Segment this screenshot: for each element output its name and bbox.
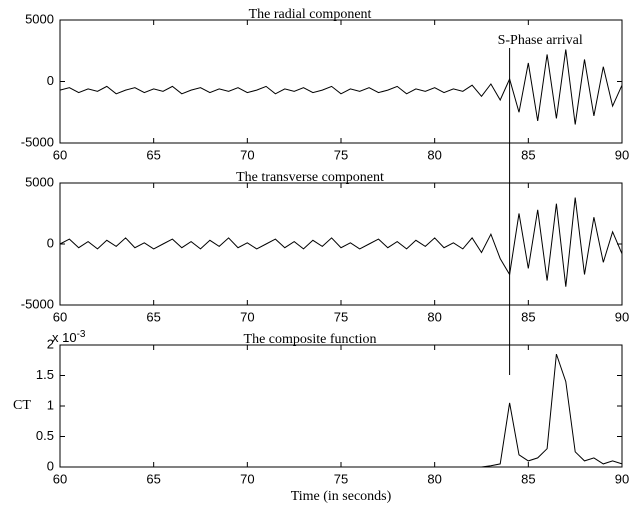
subplot-title: The radial component <box>249 7 372 22</box>
subplot-title: The composite function <box>244 332 377 347</box>
x-tick-label: 85 <box>521 471 535 486</box>
x-tick-label: 90 <box>615 471 629 486</box>
x-tick-label: 70 <box>240 471 254 486</box>
y-tick-label: 1.5 <box>36 367 54 382</box>
x-tick-label: 65 <box>146 309 160 324</box>
x-tick-label: 85 <box>521 147 535 162</box>
x-tick-label: 80 <box>427 309 441 324</box>
multiplier-base: x 10 <box>52 330 77 345</box>
y-tick-label: 0 <box>47 235 54 250</box>
signal-line <box>59 197 623 287</box>
y-axis-label: CT <box>13 398 31 413</box>
axes-frame <box>59 344 623 468</box>
axes-frame <box>59 182 623 306</box>
x-tick-label: 60 <box>53 471 67 486</box>
x-tick-label: 85 <box>521 309 535 324</box>
y-tick-label: 0.5 <box>36 428 54 443</box>
y-tick-label: 0 <box>47 73 54 88</box>
subplot-title: The transverse component <box>236 170 384 185</box>
x-tick-label: 75 <box>334 309 348 324</box>
x-tick-label: 75 <box>334 147 348 162</box>
multiplier-exponent: -3 <box>77 329 86 340</box>
y-tick-label: 5000 <box>25 174 54 189</box>
signal-line <box>60 353 623 468</box>
x-tick-label: 70 <box>240 309 254 324</box>
x-tick-label: 80 <box>427 471 441 486</box>
x-tick-label: 80 <box>427 147 441 162</box>
y-tick-label: 1 <box>47 397 54 412</box>
annotation-text: S-Phase arrival <box>498 33 583 48</box>
y-tick-label: 0 <box>47 458 54 473</box>
x-tick-label: 90 <box>615 147 629 162</box>
x-tick-label: 65 <box>146 471 160 486</box>
x-tick-label: 90 <box>615 309 629 324</box>
y-tick-label: 5000 <box>25 11 54 26</box>
signal-line <box>59 49 623 125</box>
y-tick-label: 2 <box>47 336 54 351</box>
y-tick-label: -5000 <box>21 296 54 311</box>
x-tick-label: 60 <box>53 309 67 324</box>
x-tick-label: 70 <box>240 147 254 162</box>
x-tick-label: 75 <box>334 471 348 486</box>
x-axis-label: Time (in seconds) <box>291 489 392 504</box>
x-tick-label: 65 <box>146 147 160 162</box>
y-tick-label: -5000 <box>21 134 54 149</box>
axis-multiplier: x 10-3 <box>52 329 86 346</box>
x-tick-label: 60 <box>53 147 67 162</box>
